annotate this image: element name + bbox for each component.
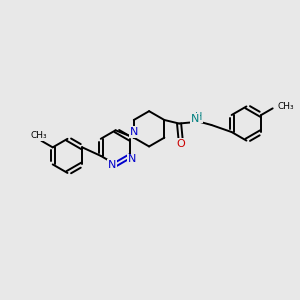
Text: CH₃: CH₃ <box>31 131 47 140</box>
Text: N: N <box>191 113 200 124</box>
Text: N: N <box>130 127 138 137</box>
Text: CH₃: CH₃ <box>277 102 294 111</box>
Text: N: N <box>128 154 136 164</box>
Text: N: N <box>108 160 116 170</box>
Text: H: H <box>194 112 202 122</box>
Text: O: O <box>176 139 185 149</box>
